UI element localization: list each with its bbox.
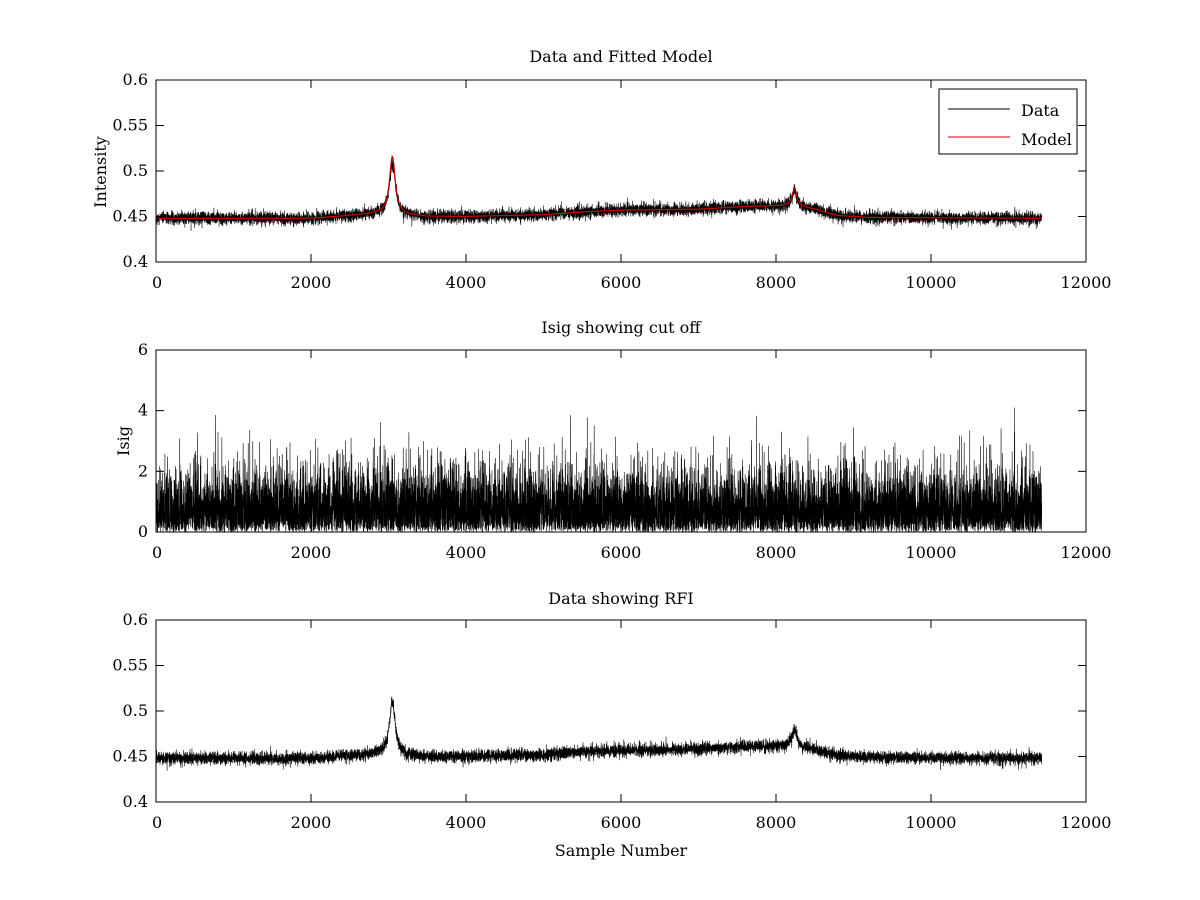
x-tick-label: 10000 [906, 813, 957, 832]
x-tick-label: 10000 [906, 543, 957, 562]
legend-label-model: Model [1021, 130, 1072, 149]
plot-series [155, 407, 1043, 533]
y-tick-label: 0.4 [123, 792, 148, 811]
x-tick-label: 4000 [446, 273, 487, 292]
y-axis-label: Isig [114, 426, 133, 456]
x-tick-label: 4000 [446, 543, 487, 562]
panel-data-and-fitted-model: Data and Fitted Model Intensity 0 2000 4… [91, 47, 1111, 292]
chart-title: Data showing RFI [548, 589, 693, 608]
plot-series [155, 155, 1043, 232]
x-tick-label: 0 [152, 273, 162, 292]
y-tick-label: 0.45 [112, 207, 148, 226]
chart-title: Isig showing cut off [541, 318, 702, 337]
y-tick-label: 0 [138, 522, 148, 541]
tick-marks [155, 619, 1087, 803]
y-axis-label: Intensity [91, 136, 110, 208]
x-tick-label: 2000 [291, 273, 332, 292]
plot-frame [155, 79, 1087, 263]
x-tick-label: 8000 [756, 813, 797, 832]
y-tick-label: 0.5 [123, 161, 148, 180]
legend-label-data: Data [1021, 101, 1060, 120]
series-line-data [155, 156, 1043, 232]
series-line-data [155, 696, 1043, 771]
plot-frame [155, 349, 1087, 533]
y-tick-label: 2 [138, 461, 148, 480]
y-tick-label: 0.6 [123, 610, 148, 629]
y-tick-label: 0.45 [112, 747, 148, 766]
x-tick-label: 2000 [291, 543, 332, 562]
y-tick-label: 0.4 [123, 252, 148, 271]
x-tick-label: 12000 [1061, 813, 1112, 832]
y-tick-label: 0.5 [123, 701, 148, 720]
x-tick-label: 12000 [1061, 273, 1112, 292]
x-tick-label: 6000 [601, 273, 642, 292]
x-tick-label: 0 [152, 543, 162, 562]
x-tick-label: 8000 [756, 543, 797, 562]
panel-isig-showing-cut-off: Isig showing cut off Isig 0 2000 4000 60… [114, 318, 1111, 562]
panel-data-showing-rfi: Data showing RFI Sample Number 0 2000 40… [112, 589, 1111, 860]
y-tick-label: 6 [138, 340, 148, 359]
x-tick-label: 4000 [446, 813, 487, 832]
x-tick-label: 6000 [601, 813, 642, 832]
x-axis-label: Sample Number [555, 841, 688, 860]
series-line-isig [155, 407, 1043, 533]
y-axis-ticks: 0.4 0.45 0.5 0.55 0.6 [112, 70, 148, 271]
x-axis-ticks: 0 2000 4000 6000 8000 10000 12000 [152, 543, 1111, 562]
y-tick-label: 0.55 [112, 656, 148, 675]
chart-title: Data and Fitted Model [529, 47, 712, 66]
series-line-model [156, 155, 1042, 219]
x-tick-label: 12000 [1061, 543, 1112, 562]
x-axis-ticks: 0 2000 4000 6000 8000 10000 12000 [152, 273, 1111, 292]
x-tick-label: 8000 [756, 273, 797, 292]
legend: Data Model [938, 88, 1078, 155]
plot-frame [155, 619, 1087, 803]
x-tick-label: 0 [152, 813, 162, 832]
plot-series [155, 696, 1043, 771]
x-axis-ticks: 0 2000 4000 6000 8000 10000 12000 [152, 813, 1111, 832]
x-tick-label: 6000 [601, 543, 642, 562]
y-axis-ticks: 0.4 0.45 0.5 0.55 0.6 [112, 610, 148, 811]
x-tick-label: 2000 [291, 813, 332, 832]
legend-box [938, 88, 1078, 155]
y-axis-ticks: 0 2 4 6 [138, 340, 148, 541]
x-tick-label: 10000 [906, 273, 957, 292]
y-tick-label: 0.6 [123, 70, 148, 89]
y-tick-label: 4 [138, 401, 148, 420]
y-tick-label: 0.55 [112, 116, 148, 135]
